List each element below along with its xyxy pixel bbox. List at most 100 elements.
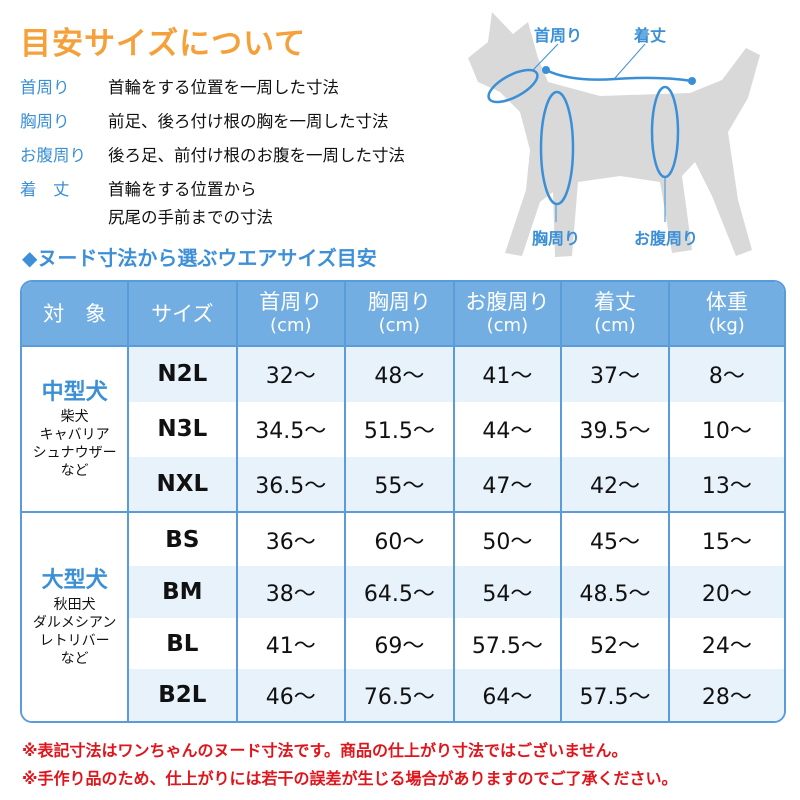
group-cell: 大型犬 秋田犬 ダルメシアン レトリバー など	[22, 511, 130, 721]
definition-row: お腹周り 後ろ足、前付け根のお腹を一周した寸法	[20, 142, 405, 170]
definition-label: お腹周り	[20, 146, 86, 165]
value-cell: 24〜	[701, 633, 752, 659]
value-cell: 69〜	[346, 617, 455, 670]
value-cell: 42〜	[562, 456, 670, 512]
column-header-unit: (cm)	[594, 314, 636, 336]
column-header: 首周り (cm)	[237, 282, 347, 347]
size-cell: NXL	[129, 456, 238, 512]
definition-row: 首周り 首輪をする位置を一周した寸法	[20, 74, 339, 102]
definition-label: 首周り	[20, 78, 70, 97]
chest-measure-loop	[539, 90, 575, 206]
value-cell: 55〜	[346, 456, 455, 512]
value-cell: 41〜	[454, 347, 563, 402]
group-name: 中型犬	[41, 380, 108, 406]
column-header-label: 着丈	[593, 289, 636, 314]
column-header-unit: (cm)	[486, 314, 529, 336]
group-name: 大型犬	[41, 568, 108, 594]
value-cell: 13〜	[669, 456, 784, 512]
table-subtitle: ◆ヌード寸法から選ぶウエアサイズ目安	[22, 246, 377, 270]
table-row: 中型犬 柴犬 キャバリア シュナウザー など N2L 32〜 48〜 41〜 37〜 8〜	[22, 347, 784, 512]
value-cell: 51.5〜	[346, 401, 455, 457]
length-label: 着丈	[633, 26, 667, 45]
definition-label: 胸周り	[20, 112, 70, 131]
table-row: BL 41〜 69〜 57.5〜 52〜 24〜	[22, 617, 784, 670]
definition-text: 前足、後ろ付け根の胸を一周した寸法	[108, 108, 389, 136]
group-example: シュナウザー	[32, 445, 117, 462]
value-cell: 36〜	[237, 511, 347, 567]
column-header: サイズ	[129, 282, 238, 347]
size-cell: N2L	[129, 347, 238, 402]
table-row: BM 38〜 64.5〜 54〜 48.5〜 20〜	[22, 566, 784, 618]
definition-text-line: 後ろ足、前付け根のお腹を一周した寸法	[108, 146, 405, 165]
length-measure-line	[545, 68, 693, 83]
value-cell: 36.5〜	[237, 456, 347, 512]
value-cell: 57.5〜	[455, 617, 563, 670]
definition-text: 首輪をする位置を一周した寸法	[108, 74, 339, 102]
size-table: 対 象サイズ 首周り (cm) 胸周り (cm) お腹周り (cm) 着丈 (cm) 体重 (kg)…	[20, 280, 786, 723]
value-cell: 15〜	[669, 511, 784, 566]
column-header-unit: (cm)	[270, 314, 312, 336]
value-cell: 64.5〜	[346, 566, 455, 618]
value-cell: 41〜	[238, 617, 347, 670]
belly-label: お腹周り	[633, 229, 699, 248]
definition-text-line: 首輪をする位置を一周した寸法	[108, 78, 339, 97]
table-row: 大型犬 秋田犬 ダルメシアン レトリバー など BS 36〜 60〜 50〜 45〜 15〜	[22, 511, 784, 721]
chest-label: 胸周り	[531, 229, 581, 248]
column-header-label: 体重	[705, 289, 748, 314]
column-header: 対 象	[22, 282, 130, 347]
column-header-unit: (cm)	[378, 314, 421, 336]
neck-measure-loop	[487, 68, 539, 104]
column-header-unit: (kg)	[708, 314, 745, 336]
size-cell: BS	[129, 511, 238, 567]
column-header-label: 胸周り	[367, 289, 431, 314]
column-header: お腹周り (cm)	[454, 282, 563, 347]
value-cell: 44〜	[455, 401, 563, 457]
value-cell: 8〜	[669, 347, 784, 402]
value-cell: 50〜	[454, 511, 563, 567]
column-header-label: 対 象	[43, 301, 107, 326]
definition-row: 胸周り 前足、後ろ付け根の胸を一周した寸法	[20, 108, 389, 136]
definition-text-line: 前足、後ろ付け根の胸を一周した寸法	[108, 112, 389, 131]
neck-label: 首周り	[533, 26, 583, 45]
value-cell: 38〜	[237, 566, 347, 618]
value-cell: 48〜	[346, 347, 455, 402]
page-title: 目安サイズについて	[20, 26, 307, 62]
definition-text: 首輪をする位置から 尻尾の手前までの寸法	[108, 176, 273, 232]
group-example: 柴犬	[60, 409, 89, 426]
value-cell: 39.5〜	[562, 401, 670, 457]
column-header: 着丈 (cm)	[562, 282, 670, 347]
column-header-label: お腹周り	[465, 289, 550, 314]
value-cell: 20〜	[669, 566, 784, 618]
note-nude-size: ※表記寸法はワンちゃんのヌード寸法です。商品の仕上がり寸法ではございません。	[22, 741, 628, 760]
value-cell: 28〜	[669, 669, 784, 721]
value-cell: 64〜	[454, 669, 563, 721]
size-cell: BM	[129, 566, 238, 618]
dog-diagram	[468, 12, 760, 257]
value-cell: 45〜	[562, 511, 670, 567]
group-example: キャバリア	[39, 427, 110, 444]
value-cell: 57.5〜	[562, 669, 670, 721]
definition-text-line: 尻尾の手前までの寸法	[108, 208, 273, 227]
group-example: 秋田犬	[53, 597, 96, 614]
value-cell: 47〜	[454, 456, 563, 512]
group-cell: 中型犬柴犬 キャバリア シュナウザー など	[22, 347, 130, 512]
definition-row: 着 丈 首輪をする位置から 尻尾の手前までの寸法	[20, 176, 273, 232]
column-header-label: サイズ	[151, 301, 214, 326]
definition-text-line: 首輪をする位置から	[108, 180, 257, 199]
column-header: 胸周り (cm)	[346, 282, 455, 347]
group-example: レトリバー	[39, 633, 110, 650]
value-cell: 10〜	[701, 419, 752, 445]
value-cell: 52〜	[562, 617, 670, 670]
group-example: など	[60, 463, 89, 480]
value-cell: 54〜	[454, 566, 563, 618]
column-header-label: 首周り	[259, 289, 323, 314]
size-cell: N3L	[129, 401, 238, 457]
value-cell: 34.5〜	[238, 401, 347, 457]
value-cell: 32〜	[237, 347, 347, 402]
value-cell: 60〜	[346, 511, 455, 567]
note-handmade: ※手作り品のため、仕上がりには若干の誤差が生じる場合がありますのでご了承ください…	[22, 769, 678, 788]
value-cell: 48.5〜	[562, 566, 670, 618]
group-example: ダルメシアン	[32, 615, 117, 632]
value-cell: 76.5〜	[346, 669, 455, 721]
definition-text: 後ろ足、前付け根のお腹を一周した寸法	[108, 142, 405, 170]
